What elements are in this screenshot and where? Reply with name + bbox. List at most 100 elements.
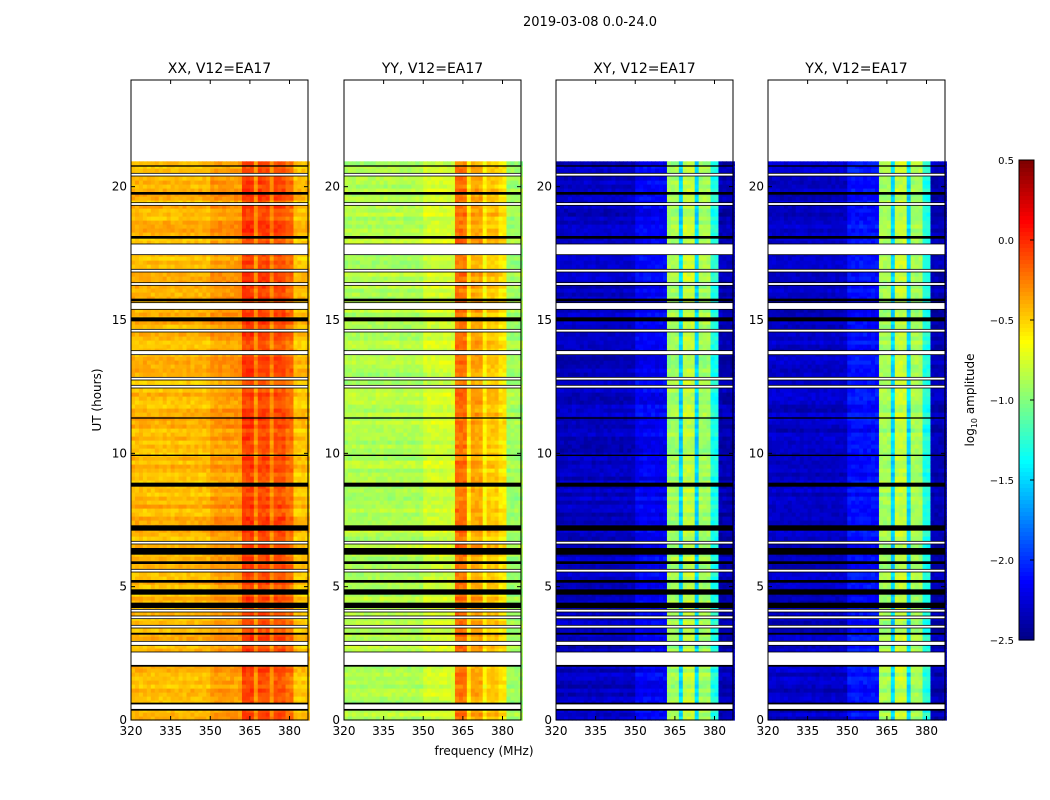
heatmap-cell (159, 432, 164, 437)
heatmap-cell (139, 692, 144, 697)
heatmap-cell (190, 420, 195, 425)
heatmap-cell (194, 668, 199, 673)
heatmap-cell (159, 372, 164, 377)
heatmap-cell (222, 596, 227, 601)
heatmap-cell (202, 476, 207, 481)
heatmap-cell (131, 464, 136, 469)
heatmap-cell (183, 500, 188, 505)
heatmap-cell (238, 672, 243, 677)
heatmap-cell (274, 628, 279, 633)
heatmap-cell (194, 676, 199, 681)
heatmap-cell (139, 628, 144, 633)
heatmap-cell (222, 356, 227, 361)
heatmap-cell (194, 508, 199, 513)
heatmap-cell (155, 368, 160, 373)
heatmap-cell (258, 680, 263, 685)
heatmap-cell (290, 500, 295, 505)
heatmap-cell (218, 712, 223, 717)
heatmap-cell (194, 536, 199, 541)
heatmap-cell (270, 444, 275, 449)
heatmap-cell (183, 572, 188, 577)
heatmap-cell (186, 380, 191, 385)
heatmap-cell (250, 500, 255, 505)
heatmap-cell (147, 532, 152, 537)
heatmap-cell (198, 636, 203, 641)
heatmap-cell (175, 420, 180, 425)
heatmap-cell (139, 424, 144, 429)
heatmap-cell (183, 472, 188, 477)
heatmap-cell (258, 520, 263, 525)
heatmap-cell (301, 440, 306, 445)
heatmap-cell (190, 620, 195, 625)
heatmap-cell (293, 464, 298, 469)
heatmap-cell (226, 488, 231, 493)
heatmap-cell (286, 420, 291, 425)
heatmap-cell (234, 392, 239, 397)
heatmap-cell (147, 620, 152, 625)
heatmap-cell (194, 684, 199, 689)
heatmap-cell (266, 456, 271, 461)
heatmap-cell (159, 488, 164, 493)
heatmap-cell (290, 356, 295, 361)
heatmap-cell (262, 516, 267, 521)
heatmap-cell (183, 404, 188, 409)
heatmap-cell (286, 364, 291, 369)
heatmap-cell (131, 408, 136, 413)
heatmap-cell (258, 584, 263, 589)
heatmap-cell (286, 492, 291, 497)
heatmap-cell (202, 688, 207, 693)
heatmap-cell (218, 392, 223, 397)
heatmap-cell (297, 472, 302, 477)
heatmap-cell (194, 696, 199, 701)
heatmap-cell (250, 680, 255, 685)
heatmap-cell (167, 432, 172, 437)
heatmap-cell (167, 620, 172, 625)
heatmap-cell (262, 432, 267, 437)
heatmap-cell (234, 504, 239, 509)
heatmap-cell (270, 356, 275, 361)
heatmap-cell (297, 444, 302, 449)
heatmap-cell (202, 360, 207, 365)
heatmap-cell (147, 584, 152, 589)
heatmap-cell (250, 340, 255, 345)
heatmap-cell (167, 364, 172, 369)
heatmap-cell (234, 628, 239, 633)
heatmap-cell (218, 400, 223, 405)
heatmap-cell (293, 428, 298, 433)
heatmap-cell (230, 692, 235, 697)
heatmap-cell (301, 372, 306, 377)
heatmap-cell (278, 464, 283, 469)
heatmap-cell (151, 344, 156, 349)
heatmap-cell (242, 596, 247, 601)
heatmap-cell (218, 496, 223, 501)
heatmap-cell (301, 408, 306, 413)
heatmap-cell (151, 400, 156, 405)
heatmap-cell (198, 476, 203, 481)
heatmap-cell (250, 672, 255, 677)
heatmap-cell (246, 520, 251, 525)
heatmap-cell (143, 576, 148, 581)
heatmap-cell (293, 488, 298, 493)
heatmap-cell (131, 512, 136, 517)
heatmap-cell (301, 668, 306, 673)
heatmap-cell (270, 460, 275, 465)
heatmap-cell (222, 636, 227, 641)
heatmap-cell (210, 344, 215, 349)
heatmap-cell (131, 520, 136, 525)
heatmap-cell (139, 688, 144, 693)
heatmap-cell (297, 536, 302, 541)
heatmap-cell (262, 500, 267, 505)
heatmap-cell (278, 492, 283, 497)
heatmap-cell (293, 492, 298, 497)
heatmap-cell (282, 572, 287, 577)
heatmap-cell (139, 668, 144, 673)
heatmap-cell (159, 380, 164, 385)
heatmap-cell (167, 636, 172, 641)
heatmap-cell (254, 420, 259, 425)
heatmap-cell (155, 496, 160, 501)
heatmap-cell (226, 344, 231, 349)
heatmap-cell (171, 680, 176, 685)
heatmap-cell (147, 360, 152, 365)
heatmap-cell (167, 508, 172, 513)
heatmap-cell (143, 680, 148, 685)
